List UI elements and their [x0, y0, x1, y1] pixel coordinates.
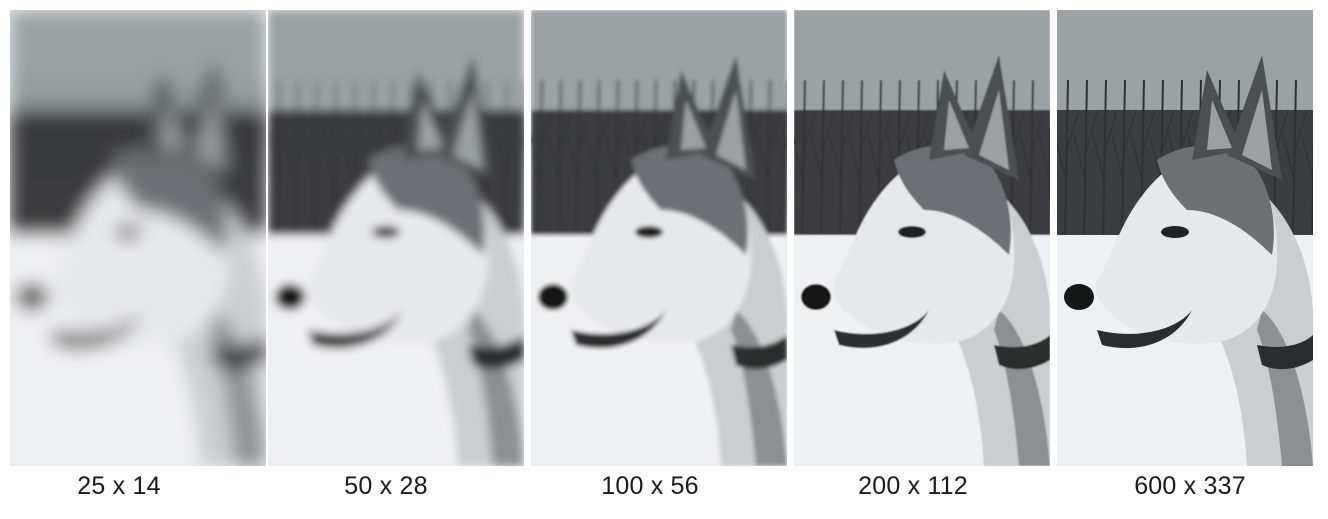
resolution-panel-25x14 [10, 10, 266, 466]
caption-200x112: 200 x 112 [858, 472, 968, 500]
resolution-panel-50x28 [268, 10, 524, 466]
caption-100x56: 100 x 56 [601, 472, 699, 500]
caption-50x28: 50 x 28 [344, 472, 428, 500]
resolution-panel-100x56 [531, 10, 787, 466]
caption-600x337: 600 x 337 [1134, 472, 1246, 500]
caption-25x14: 25 x 14 [77, 472, 161, 500]
resolution-panel-200x112 [794, 10, 1050, 466]
resolution-panel-600x337 [1057, 10, 1313, 466]
